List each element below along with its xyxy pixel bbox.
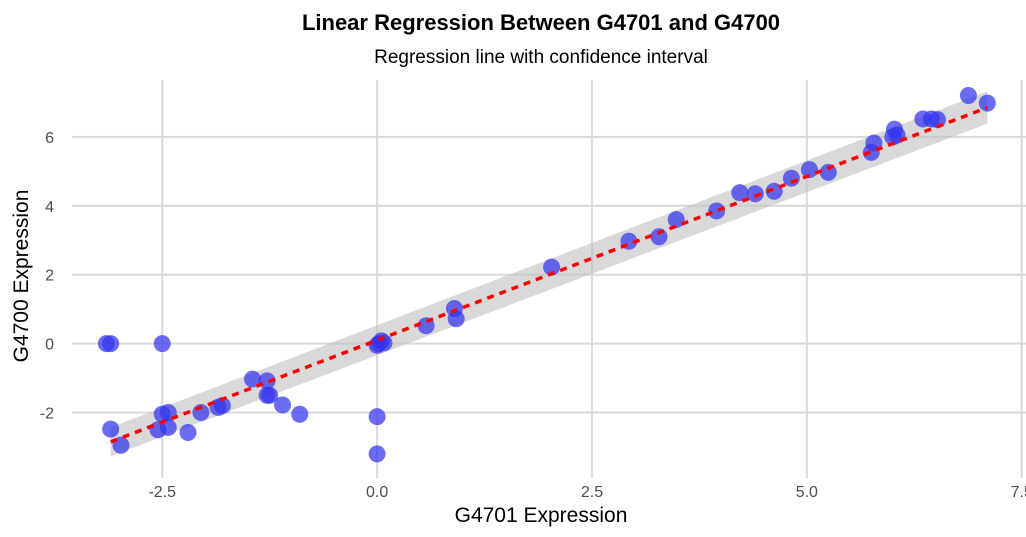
data-point — [368, 408, 386, 426]
data-point — [274, 396, 292, 414]
y-axis-ticks: -2 0 2 4 6 — [40, 130, 54, 423]
data-point — [102, 420, 120, 438]
data-point — [650, 228, 668, 246]
regression-line — [110, 105, 988, 444]
y-tick-label: 4 — [45, 199, 54, 216]
data-point — [959, 87, 977, 105]
data-point — [291, 405, 309, 423]
data-point — [368, 445, 386, 463]
y-tick-label: -2 — [40, 406, 54, 423]
data-point — [261, 386, 279, 404]
x-tick-label: 7.5 — [1011, 484, 1026, 501]
data-point — [800, 161, 818, 179]
x-axis-label: G4701 Expression — [455, 504, 628, 527]
data-point — [708, 202, 726, 220]
chart-subtitle: Regression line with confidence interval — [374, 47, 708, 68]
data-point — [865, 134, 883, 152]
data-point — [731, 184, 749, 202]
x-tick-label: -2.5 — [148, 484, 176, 501]
y-axis-label: G4700 Expression — [10, 190, 33, 363]
data-point — [102, 335, 120, 353]
data-point — [153, 335, 171, 353]
x-axis-ticks: -2.5 0.0 2.5 5.0 7.5 — [148, 484, 1026, 501]
data-point — [243, 370, 261, 388]
data-point — [179, 424, 197, 442]
data-points — [97, 87, 996, 463]
data-point — [978, 94, 996, 112]
data-point — [213, 397, 231, 415]
data-point — [543, 258, 561, 276]
grid-lines — [72, 80, 1026, 478]
x-tick-label: 5.0 — [796, 484, 818, 501]
data-point — [746, 185, 764, 203]
data-point — [447, 310, 465, 328]
data-point — [782, 169, 800, 187]
y-tick-label: 2 — [45, 268, 54, 285]
y-tick-label: 0 — [45, 337, 54, 354]
data-point — [765, 182, 783, 200]
regression-line-layer — [110, 105, 988, 444]
chart-title: Linear Regression Between G4701 and G470… — [302, 10, 780, 35]
y-tick-label: 6 — [45, 130, 54, 147]
x-tick-label: 2.5 — [581, 484, 603, 501]
data-point — [667, 211, 685, 229]
x-tick-label: 0.0 — [366, 484, 388, 501]
